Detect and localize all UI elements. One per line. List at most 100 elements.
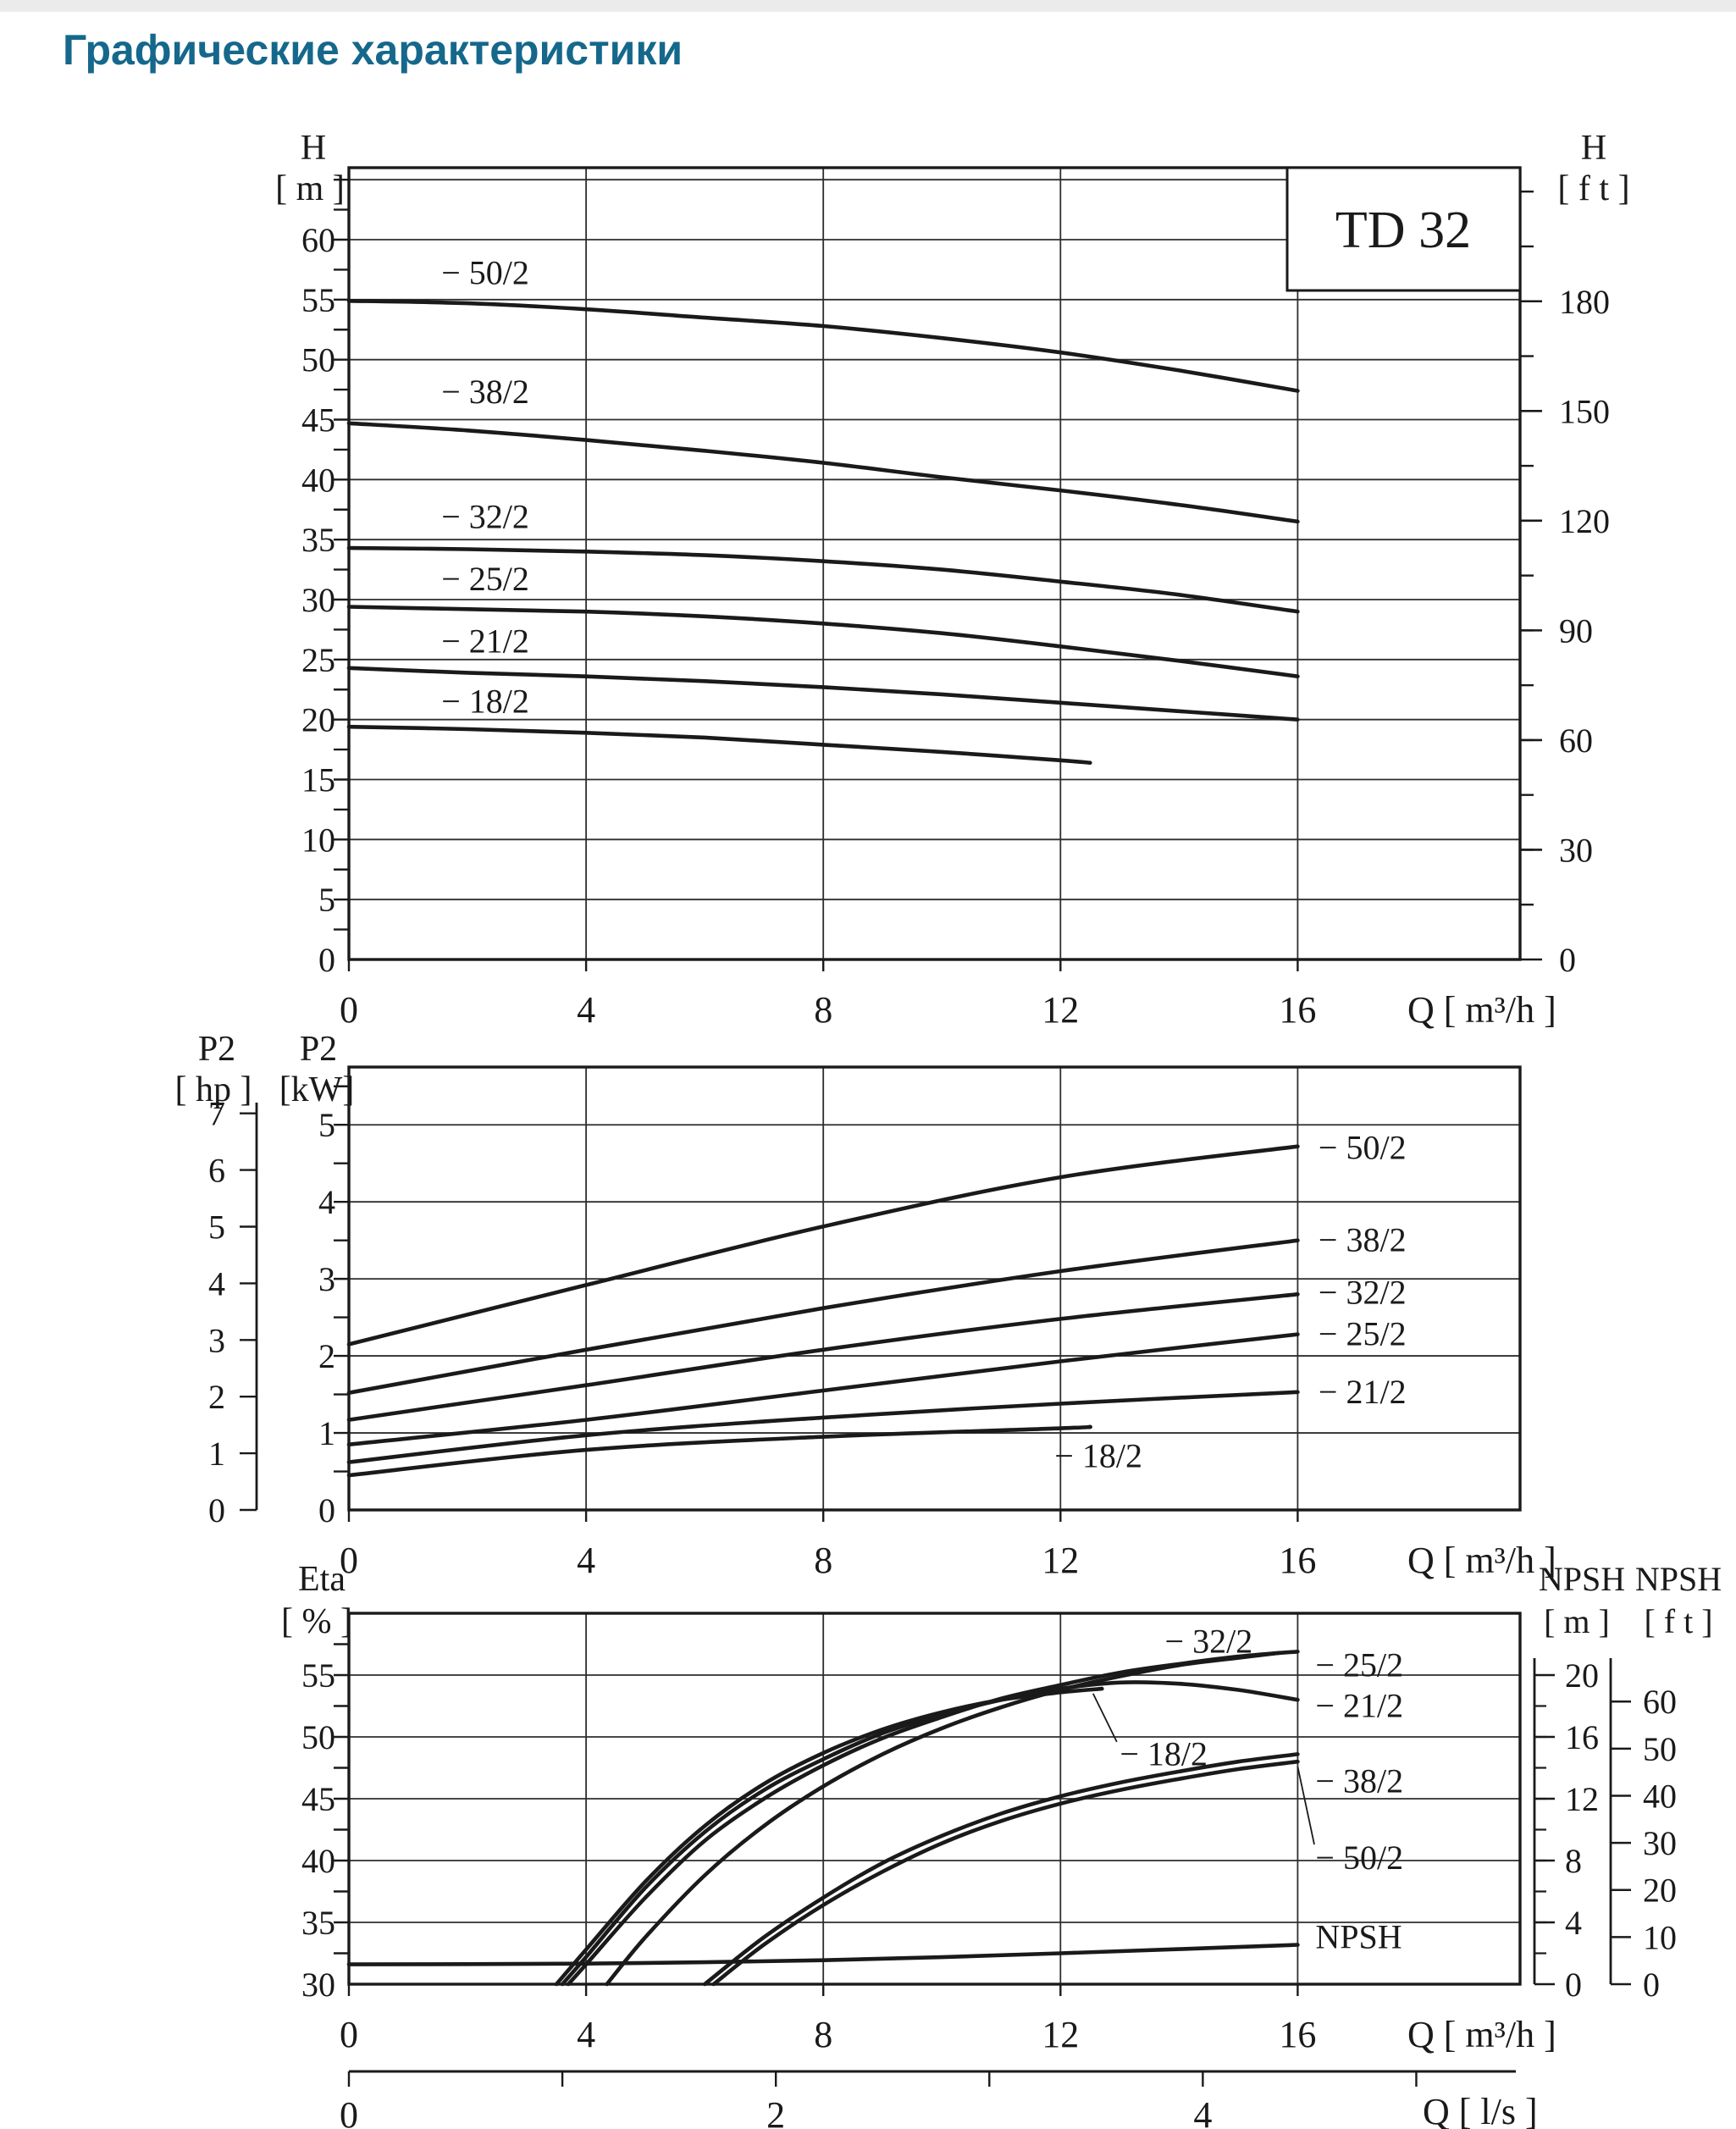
y-axis-unit: [ m ]: [275, 169, 345, 208]
axis-tick-label: 45: [301, 401, 335, 440]
plot-border: [347, 1612, 1522, 1986]
y2ft-axis-name: NPSH: [1635, 1560, 1722, 1598]
curve-label-50-2: − 50/2: [1319, 1129, 1407, 1167]
y2ft-axis-unit: [ f t ]: [1644, 1602, 1712, 1640]
axis-tick-label: 45: [301, 1780, 335, 1818]
axis-tick-label: 50: [301, 341, 335, 379]
axis-tick-label: 10: [1643, 1918, 1677, 1956]
axis-headers: Eta[ % ] NPSH [ m ] NPSH [ f t ]: [281, 1560, 1722, 1641]
axis-tick-label: 8: [1565, 1842, 1582, 1880]
axis-tick-label: 12: [1042, 989, 1079, 1031]
top-band: [0, 0, 1736, 12]
axis-tick-label: 20: [1565, 1656, 1599, 1695]
y2-axis-npsh-ft: 60 50 40 30 20 10 0: [1609, 1658, 1677, 2004]
x-axis: 0 4 8 12 16 Q [ m³/h ]: [340, 1984, 1556, 2055]
y-hp-unit: [ hp ]: [175, 1070, 252, 1109]
axis-tick-label: 8: [814, 2014, 832, 2055]
axis-tick-label: 3: [208, 1321, 225, 1359]
axis-tick-label: 55: [301, 1656, 335, 1695]
axis-tick-label: 2: [318, 1337, 335, 1375]
axis-tick-label: 35: [301, 1904, 335, 1942]
axis-tick-label: 30: [1643, 1824, 1677, 1862]
axis-tick-label: 12: [1565, 1780, 1599, 1818]
model-label: TD 32: [1335, 202, 1471, 259]
curve-25-2: [346, 605, 1300, 678]
curve-labels: − 32/2 − 25/2− 21/2 − 38/2 − 50/2 − 18/2 NPSH: [1120, 1623, 1403, 1956]
axis-tick-label: 120: [1559, 502, 1610, 540]
curve-38-2: [346, 421, 1300, 524]
x-axis-unit-label: Q [ m³/h ]: [1407, 1540, 1556, 1581]
gridlines-horizontal: [349, 1124, 1520, 1434]
curve-50-2: [346, 299, 1300, 393]
axis-tick-label: 25: [301, 641, 335, 679]
y-axis-unit: [ % ]: [281, 1602, 352, 1641]
curve-label-npsh: NPSH: [1315, 1918, 1402, 1956]
y-axis-ticks: [334, 1643, 349, 1955]
curve-label-21-2: − 21/2: [1319, 1373, 1407, 1411]
curve-18-2: [346, 1424, 1092, 1478]
x-axis-unit-label: Q [ m³/h ]: [1407, 989, 1556, 1031]
y-axis-unit: [kW]: [279, 1070, 355, 1109]
curve-label-18-2: − 18/2: [1054, 1436, 1142, 1474]
curve-18-2: [346, 724, 1092, 765]
axis-tick-label: 0: [1643, 1966, 1660, 2004]
y2-axis-name: H: [1581, 129, 1606, 168]
curve-label-25-2: − 25/2: [441, 560, 529, 598]
curve-label-32-2: − 32/2: [1319, 1274, 1407, 1312]
curve-label-32-2: − 32/2: [441, 497, 529, 535]
curve-label-18-2: − 18/2: [1120, 1734, 1208, 1772]
axis-tick-label: 4: [1565, 1904, 1582, 1942]
curve-50-2: [346, 1144, 1300, 1347]
curve-label-21-2: − 21/2: [441, 622, 529, 661]
axis-tick-label: 0: [208, 1491, 225, 1529]
curve-label-25-2: − 25/2: [1319, 1315, 1407, 1353]
axis-tick-label: 4: [208, 1264, 225, 1302]
x-axis-unit-label: Q [ m³/h ]: [1407, 2014, 1556, 2055]
axis-tick-label: 40: [301, 1842, 335, 1880]
plot-border: [347, 1065, 1522, 1512]
axis-tick-label: 3: [318, 1260, 335, 1298]
y-axis-name: H: [301, 129, 326, 168]
axis-tick-label: 0: [340, 1540, 358, 1581]
axis-tick-label: 30: [1559, 831, 1593, 869]
y2-axis-unit: [ f t ]: [1557, 169, 1629, 208]
axis-headers: H[ m ]H[ f t ]: [275, 129, 1629, 208]
axis-tick-label: 0: [340, 989, 358, 1031]
axis-tick-label: 15: [301, 761, 335, 799]
axis-tick-label: 16: [1279, 1540, 1316, 1581]
axis-tick-label: 35: [301, 521, 335, 559]
y2m-axis-unit: [ m ]: [1544, 1602, 1610, 1640]
axis-tick-label: 60: [1643, 1683, 1677, 1721]
curve-label-50-2: − 50/2: [1315, 1839, 1403, 1877]
curve-npsh: [346, 1943, 1300, 1966]
axis-tick-label: 7: [208, 1095, 225, 1133]
axis-tick-label: 2: [766, 2094, 785, 2129]
axis-tick-label: 60: [1559, 722, 1593, 760]
axis-tick-label: 55: [301, 281, 335, 319]
axis-tick-label: 16: [1279, 989, 1316, 1031]
y-axis-ticks: [334, 178, 349, 931]
curve-label-38-2: − 38/2: [441, 373, 529, 411]
curve-labels: − 50/2 − 38/2 − 32/2 − 25/2 − 21/2 − 18/2: [441, 254, 529, 721]
axis-tick-label: 12: [1042, 1540, 1079, 1581]
axis-tick-label: 20: [1643, 1872, 1677, 1910]
label-pointers: [1092, 1693, 1315, 1845]
x-axis: 0 4 8 12 16 Q [ m³/h ]: [340, 959, 1556, 1031]
axis-tick-label: 12: [1042, 2014, 1079, 2055]
curve-32-2: [346, 545, 1300, 614]
label-pointer-50-2: [1296, 1766, 1315, 1845]
axis-tick-label: 5: [318, 1106, 335, 1144]
axis-tick-label: 0: [1559, 941, 1576, 979]
axis-tick-label: 5: [208, 1208, 225, 1247]
y-axis-hp: 7 6 5 4 3 2 1 0: [208, 1095, 258, 1529]
x2-axis-ls: 0 2 4 Q [ l/s ]: [340, 2070, 1538, 2129]
axis-tick-label: 6: [208, 1152, 225, 1190]
axis-tick-label: 30: [301, 1966, 335, 2004]
plot-border: [347, 166, 1522, 961]
label-pointer-18-2: [1092, 1693, 1118, 1743]
axis-tick-label: 4: [318, 1183, 335, 1221]
